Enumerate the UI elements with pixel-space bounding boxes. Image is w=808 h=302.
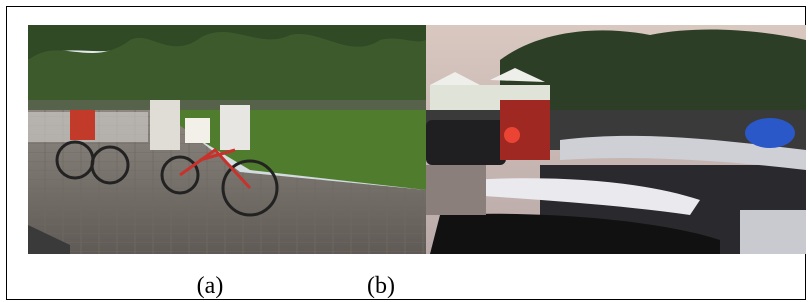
photo-a (28, 25, 426, 254)
panel-label: (b) (367, 273, 395, 299)
panel-label: (a) (197, 273, 224, 299)
figure: (a) (b) (0, 0, 808, 302)
photo-b (426, 25, 806, 254)
